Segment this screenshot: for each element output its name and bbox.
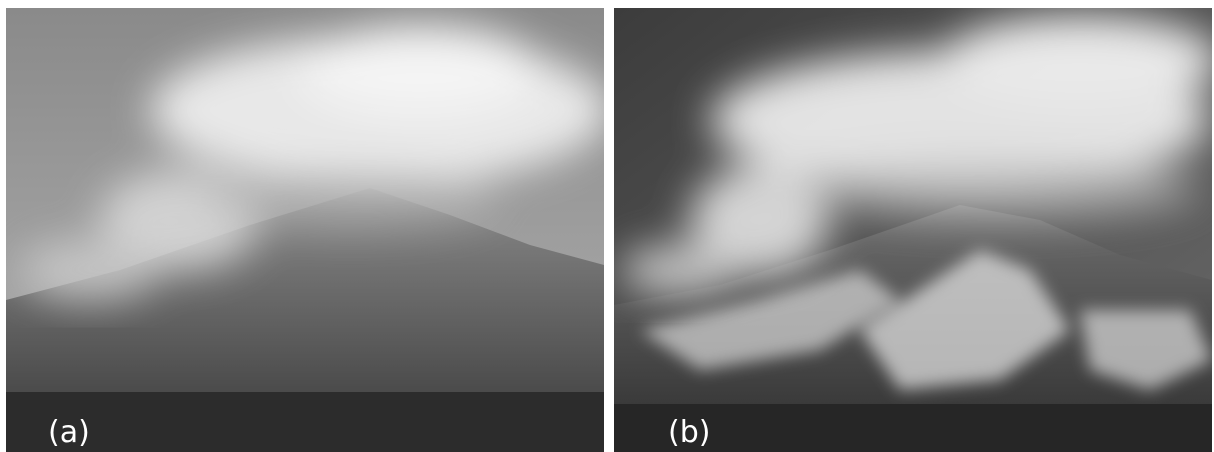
- panel-label: (b): [668, 415, 710, 450]
- photo-b: [614, 8, 1214, 452]
- page: (a) (b) (() => { const data = JSON.parse…: [0, 0, 1214, 452]
- photo-a: [6, 8, 610, 452]
- figure: (a) (b): [0, 0, 1214, 452]
- panel-label: (a): [48, 415, 90, 450]
